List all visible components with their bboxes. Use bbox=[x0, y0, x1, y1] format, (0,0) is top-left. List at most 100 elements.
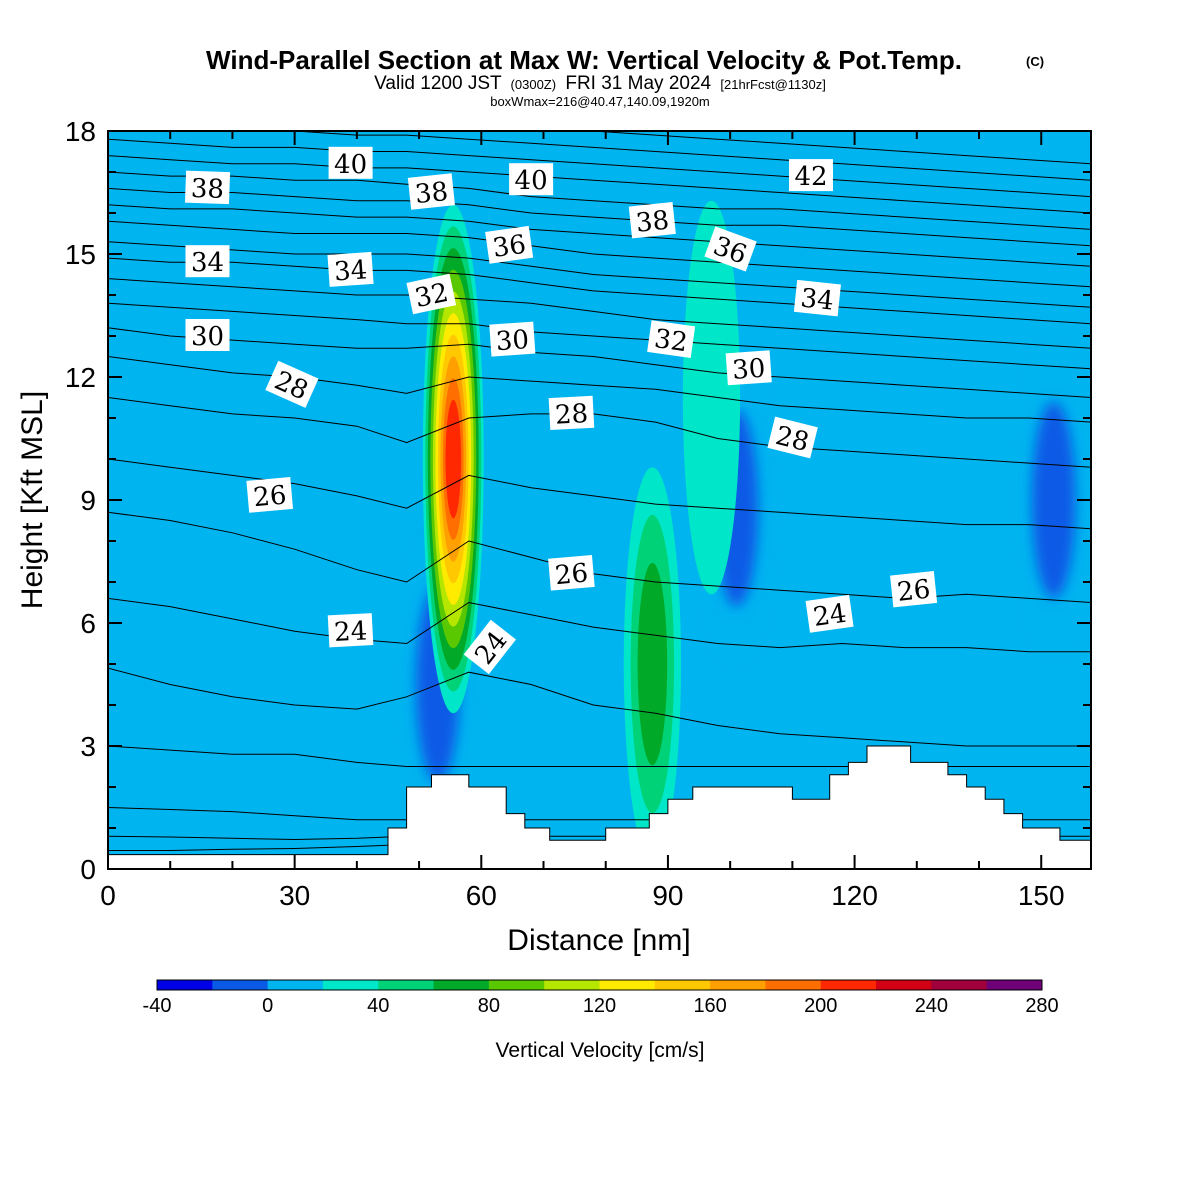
colorbar-tick-80: 80 bbox=[478, 995, 500, 1017]
copyright-mark: (C) bbox=[1026, 54, 1044, 69]
colorbar-bin-10 bbox=[654, 980, 711, 990]
contour-label-box bbox=[246, 477, 294, 513]
colorbar-tick-240: 240 bbox=[915, 995, 948, 1017]
y-tick-label-15: 15 bbox=[65, 239, 96, 270]
contour-label-2: 40 bbox=[328, 146, 373, 180]
updraft-core-1-level-10 bbox=[445, 399, 462, 519]
forecast-info: [21hrFcst@1130z] bbox=[720, 77, 825, 92]
x-tick-label-30: 30 bbox=[279, 880, 310, 911]
colorbar-bin-14 bbox=[876, 980, 932, 990]
y-tick-label-3: 3 bbox=[80, 731, 96, 762]
contour-label-box bbox=[265, 360, 319, 408]
contour-label-box bbox=[327, 613, 374, 648]
contour-label-21: 26 bbox=[548, 554, 595, 591]
contour-label-text: 38 bbox=[634, 206, 670, 239]
isentrope-39 bbox=[108, 155, 1091, 214]
x-tick-label-120: 120 bbox=[831, 880, 878, 911]
contour-label-text: 26 bbox=[896, 575, 932, 608]
colorbar-tick-120: 120 bbox=[583, 995, 616, 1017]
contour-label-text: 26 bbox=[554, 558, 590, 591]
contour-label-11: 32 bbox=[406, 273, 457, 315]
contour-label-box bbox=[328, 146, 373, 179]
colorbar-bin-1 bbox=[157, 980, 213, 990]
downdraft-core-2-level-2 bbox=[1031, 401, 1076, 599]
valid-time: Valid 1200 JST bbox=[374, 73, 502, 94]
isentrope-36 bbox=[108, 204, 1091, 267]
isentrope-33 bbox=[108, 257, 1091, 325]
contour-label-box bbox=[185, 319, 230, 351]
contour-label-10: 34 bbox=[327, 251, 374, 288]
x-tick-label-0: 0 bbox=[100, 880, 116, 911]
contour-label-16: 30 bbox=[725, 350, 772, 386]
contour-label-box bbox=[548, 554, 595, 591]
contour-label-18: 28 bbox=[548, 395, 595, 431]
contour-label-box bbox=[789, 159, 833, 192]
contour-label-box bbox=[485, 225, 534, 264]
contour-label-box bbox=[463, 619, 516, 675]
isentrope-31 bbox=[108, 302, 1091, 370]
contour-label-text: 24 bbox=[333, 616, 368, 648]
contour-label-15: 32 bbox=[647, 320, 696, 358]
colorbar-label: Vertical Velocity [cm/s] bbox=[496, 1039, 705, 1062]
contour-label-text: 24 bbox=[811, 599, 848, 633]
box-wmax: boxWmax=216@40.47,140.09,1920m bbox=[490, 94, 710, 109]
contour-label-box bbox=[327, 251, 374, 287]
contour-label-5: 42 bbox=[789, 159, 833, 192]
contour-label-box bbox=[489, 321, 536, 357]
x-tick-label-150: 150 bbox=[1018, 880, 1065, 911]
contour-label-text: 32 bbox=[412, 278, 451, 314]
contour-label-box bbox=[184, 170, 231, 205]
contour-label-text: 34 bbox=[799, 283, 835, 316]
contour-label-7: 38 bbox=[628, 201, 676, 239]
colorbar-bin-5 bbox=[378, 980, 435, 990]
y-axis-label: Height [Kft MSL] bbox=[16, 391, 49, 609]
contour-label-text: 38 bbox=[414, 177, 450, 210]
contour-label-text: 32 bbox=[652, 324, 689, 358]
isentrope-37 bbox=[108, 187, 1091, 247]
contour-label-text: 30 bbox=[191, 322, 224, 352]
colorbar-bin-6 bbox=[433, 980, 490, 990]
contour-label-box bbox=[509, 163, 554, 196]
colorbar-bin-11 bbox=[710, 980, 766, 990]
isentrope-34 bbox=[108, 241, 1091, 308]
x-axis-label: Distance [nm] bbox=[507, 924, 690, 957]
contour-label-text: 38 bbox=[190, 174, 224, 205]
colorbar-bin-13 bbox=[820, 980, 877, 990]
updraft-core-3-level-1 bbox=[682, 200, 741, 595]
y-tick-label-18: 18 bbox=[65, 116, 96, 147]
isentrope-41 bbox=[286, 131, 1091, 181]
colorbar-bin-8 bbox=[544, 980, 600, 990]
contour-label-text: 40 bbox=[515, 166, 548, 196]
contour-label-1: 38 bbox=[184, 170, 231, 205]
contour-label-box bbox=[805, 594, 854, 633]
contour-label-box bbox=[407, 173, 455, 210]
colorbar-bin-15 bbox=[931, 980, 988, 990]
contour-label-text: 30 bbox=[731, 354, 766, 386]
colorbar-frame bbox=[156, 979, 1043, 991]
contour-label-text: 42 bbox=[794, 162, 827, 192]
contour-label-text: 30 bbox=[495, 325, 530, 357]
valid-zulu: (0300Z) bbox=[511, 77, 557, 92]
contour-label-23: 24 bbox=[327, 613, 374, 648]
colorbar-bin-2 bbox=[212, 980, 269, 990]
chart-subtitle: Valid 1200 JST (0300Z) FRI 31 May 2024 [… bbox=[374, 73, 826, 94]
isentrope-40 bbox=[108, 138, 1091, 198]
terrain bbox=[108, 745, 1091, 869]
contour-label-text: 34 bbox=[191, 248, 224, 278]
colorbar-tick-40: 40 bbox=[367, 995, 389, 1017]
contour-label-4: 40 bbox=[509, 163, 554, 196]
contour-label-box bbox=[628, 201, 676, 239]
isentrope-38 bbox=[108, 171, 1091, 230]
contour-label-6: 36 bbox=[485, 225, 534, 264]
contour-label-text: 40 bbox=[334, 150, 367, 180]
colorbar-bin-7 bbox=[488, 980, 545, 990]
x-tick-label-60: 60 bbox=[466, 880, 497, 911]
contour-label-text: 28 bbox=[554, 399, 589, 431]
colorbar-tick-280: 280 bbox=[1025, 995, 1058, 1017]
colorbar-tick--40: -40 bbox=[143, 995, 172, 1017]
isentrope-42 bbox=[585, 131, 1091, 165]
contour-label-text: 26 bbox=[252, 481, 288, 514]
contour-label-3: 38 bbox=[407, 173, 455, 210]
